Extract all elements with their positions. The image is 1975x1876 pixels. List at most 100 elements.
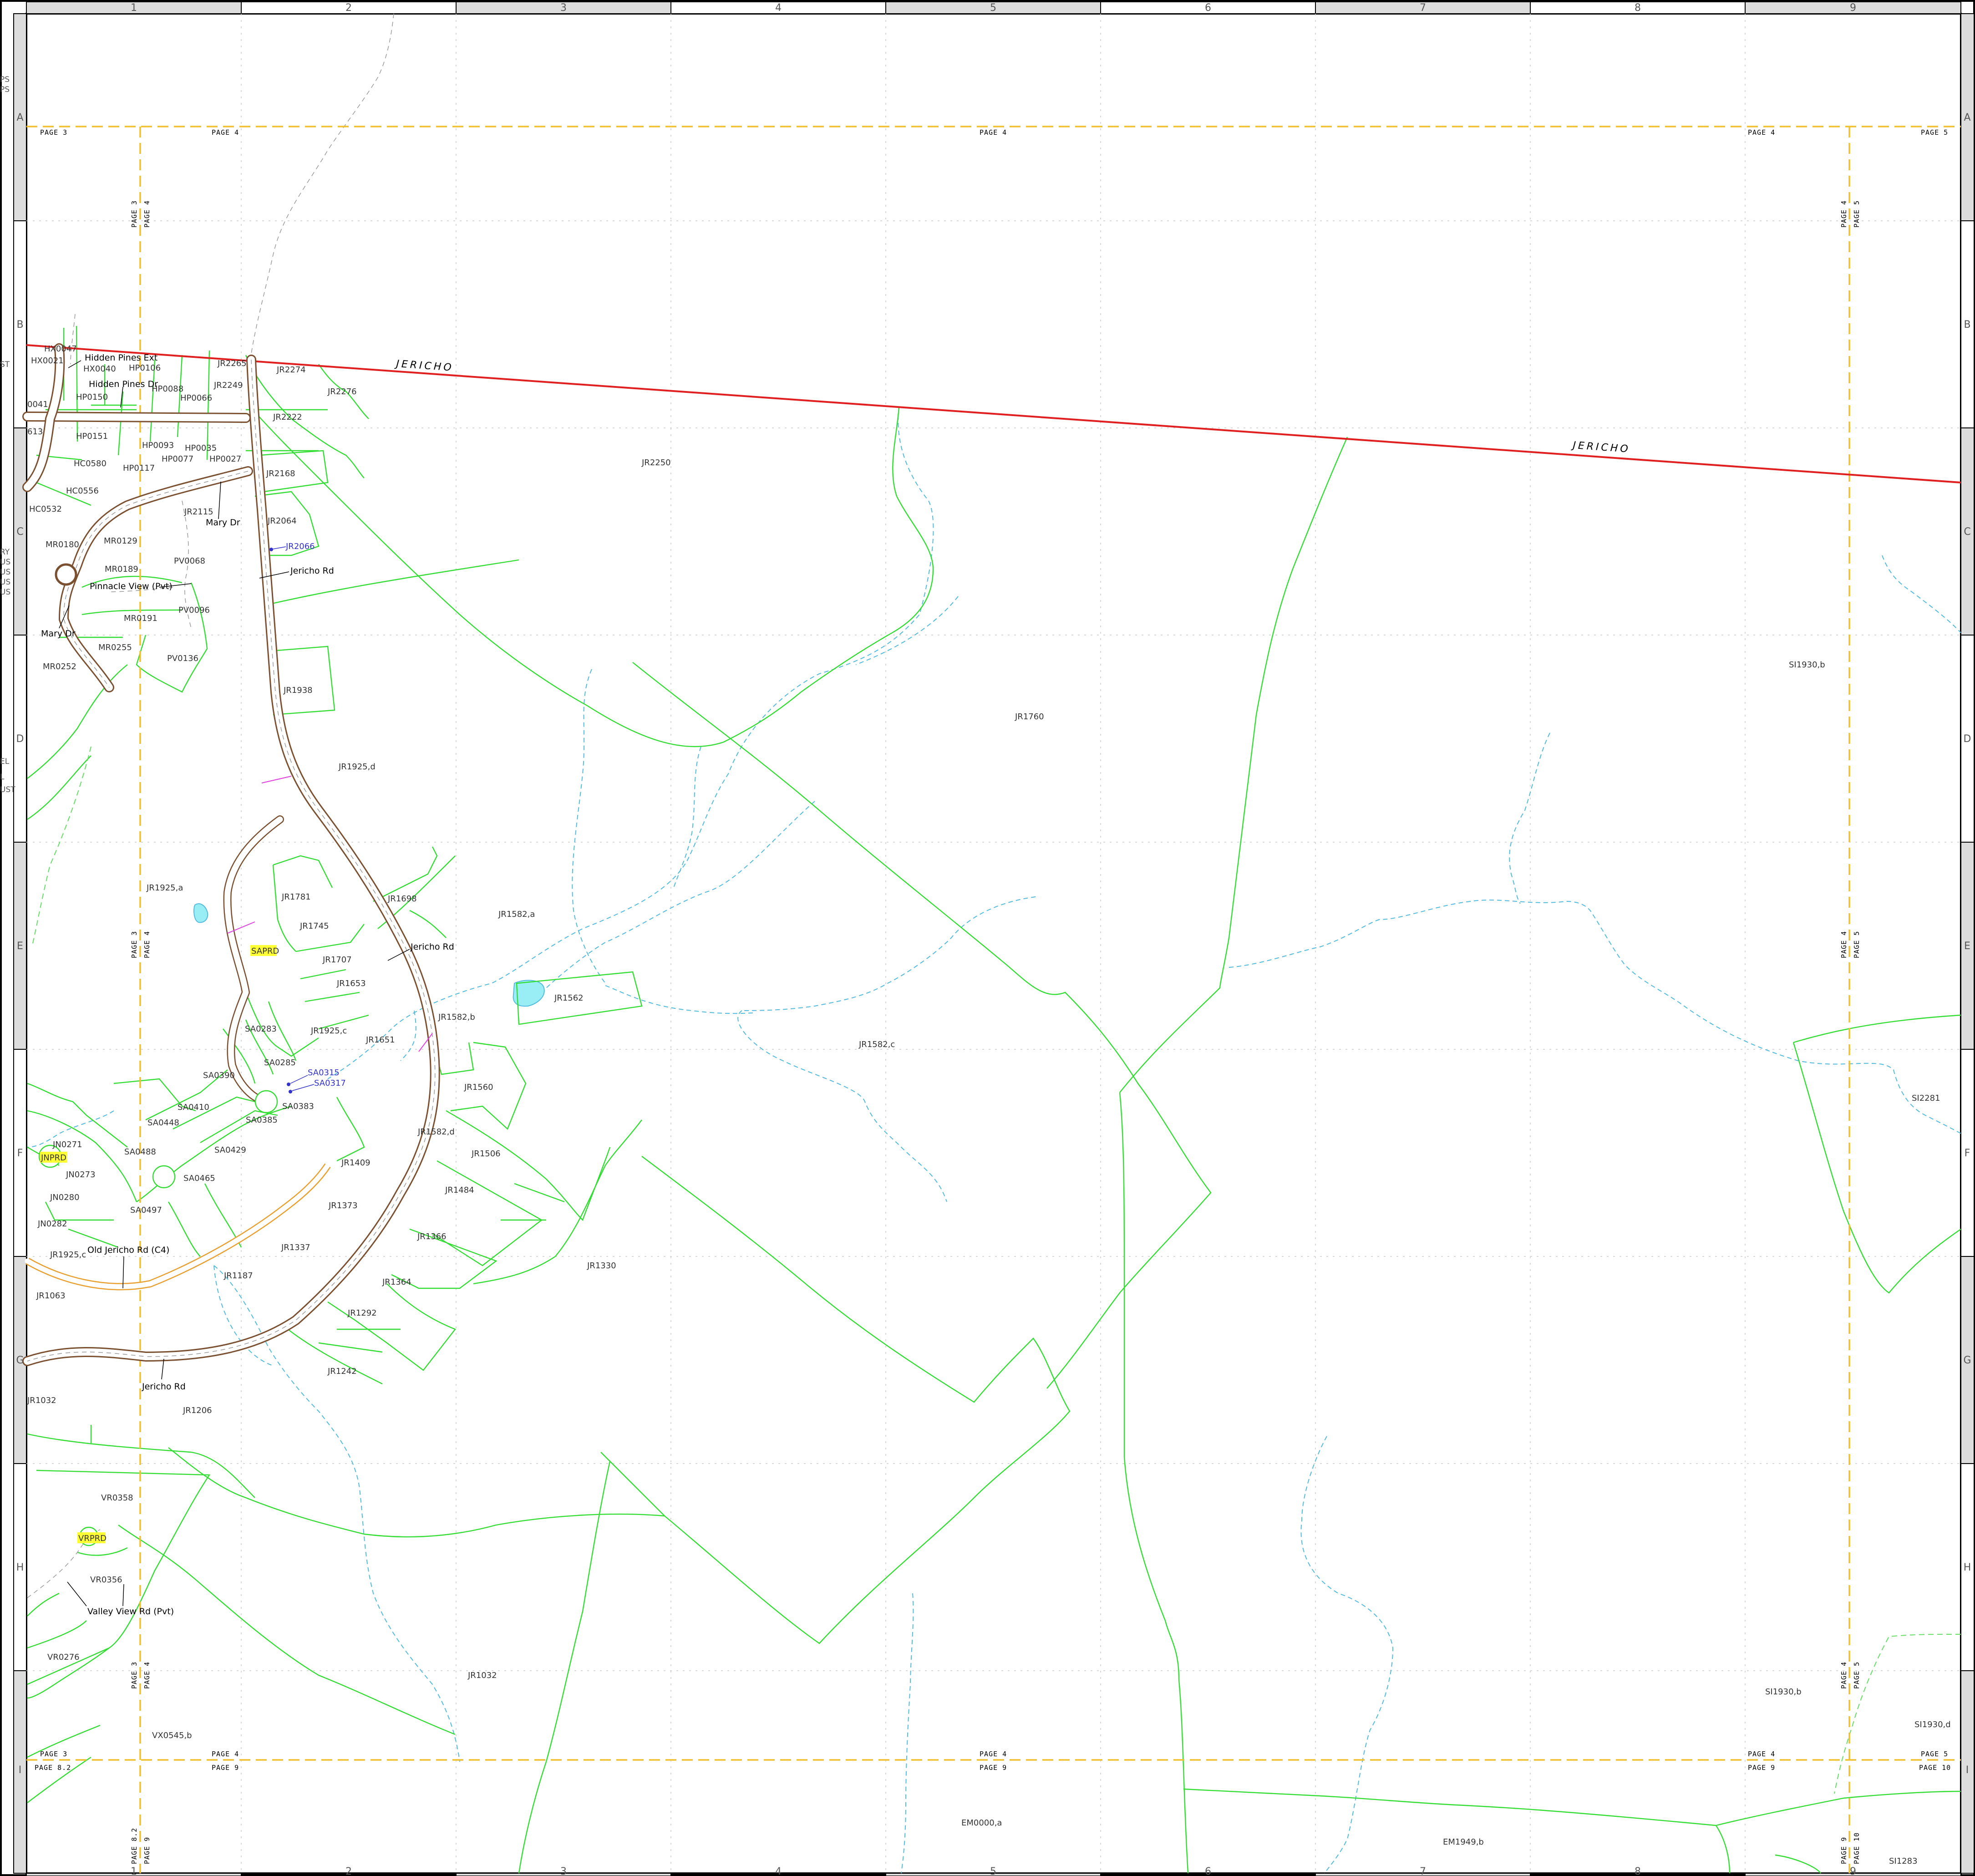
page-label: PAGE 4	[1840, 200, 1848, 228]
margin-fragment: L	[0, 773, 5, 782]
parcel-label: EM0000,a	[961, 1818, 1002, 1828]
parcel-label: JR1745	[300, 921, 329, 931]
town-label: JERICHO	[1571, 440, 1631, 455]
page-label: PAGE 5	[1853, 1662, 1861, 1689]
grid-row-label: G	[16, 1355, 24, 1366]
grid-row-labels-right: A B C D E F G H I	[1963, 112, 1971, 1776]
page-label: PAGE 8.2	[130, 1828, 138, 1864]
parcel-label: 613	[27, 427, 43, 437]
parcel-label: JR2249	[213, 381, 243, 390]
parcel-label: JR1063	[36, 1291, 66, 1301]
parcel-label: JR1187	[223, 1271, 253, 1281]
parcel-label: JR1242	[327, 1367, 357, 1376]
parcel-label: JR2222	[273, 412, 302, 422]
page-label: PAGE 4	[212, 1750, 239, 1758]
page-label: PAGE 9	[980, 1764, 1007, 1772]
parcel-label: JR1925,c	[310, 1026, 347, 1036]
parcel-label: JR1032	[27, 1396, 56, 1405]
road-label: Jericho Rd	[290, 566, 334, 576]
highlighted-label: VRPRD	[78, 1534, 107, 1543]
parcel-label: HP0066	[180, 393, 212, 403]
parcel-label: JR1206	[183, 1406, 212, 1415]
grid-col-label: 3	[560, 2, 567, 14]
road-label: Jericho Rd	[142, 1382, 186, 1392]
parcel-label: JN0271	[52, 1140, 82, 1149]
town-line	[26, 344, 1961, 483]
grid-col-label: 9	[1850, 2, 1856, 14]
road-label: Hidden Pines Ext	[85, 353, 157, 363]
point-marker	[269, 548, 273, 551]
parcel-label: JR1582,b	[438, 1012, 475, 1022]
cul-de-sac	[152, 1165, 176, 1189]
page-labels-vertical-left: PAGE 3 PAGE 4 PAGE 3 PAGE 4 PAGE 3 PAGE …	[130, 200, 151, 1864]
page-label: PAGE 5	[1853, 200, 1861, 228]
road-label: Old Jericho Rd (C4)	[87, 1245, 169, 1255]
parcel-label: MR0252	[43, 662, 76, 671]
parcel-label: HC0556	[66, 486, 99, 496]
parcel-label: SI1930,d	[1914, 1720, 1951, 1729]
grid-row-label: E	[1964, 941, 1970, 952]
grid-border-left	[13, 13, 27, 1874]
parcel-label: JR2276	[327, 387, 357, 397]
parcel-lines	[27, 325, 1961, 1874]
parcel-label: JR1582,d	[417, 1127, 455, 1137]
grid-row-label: F	[17, 1148, 23, 1159]
grid-row-label: E	[17, 941, 23, 952]
page-label: PAGE 4	[1840, 931, 1848, 958]
parcel-label: JR1925,a	[146, 883, 183, 893]
pond	[513, 980, 545, 1007]
parcel-label: HX0040	[83, 364, 116, 374]
point-marker	[287, 1083, 290, 1086]
parcel-label: HP0093	[142, 441, 174, 450]
parcel-label: JR2250	[641, 458, 671, 468]
grid-row-label: H	[16, 1562, 24, 1573]
grid-col-label: 1	[131, 2, 137, 14]
parcel-label: JR1938	[283, 686, 313, 695]
grid-col-label: 4	[775, 2, 782, 14]
parcel-label: SA0448	[147, 1118, 179, 1128]
parcel-label: PV0068	[174, 556, 205, 566]
parcel-label: SI1930,b	[1765, 1687, 1802, 1697]
road-label: Mary Dr	[41, 629, 76, 639]
grid-row-label: B	[1964, 319, 1970, 330]
streams	[27, 407, 1961, 1874]
page-labels-vertical-right: PAGE 4 PAGE 5 PAGE 4 PAGE 5 PAGE 4 PAGE …	[1840, 200, 1861, 1864]
page-label: PAGE 5	[1921, 128, 1948, 137]
page-label: PAGE 9	[1840, 1837, 1848, 1864]
page-label: PAGE 3	[130, 1662, 138, 1689]
parcel-label: EM1949,b	[1443, 1837, 1484, 1847]
grid-row-label: C	[1964, 526, 1970, 538]
parcel-label: JR2274	[276, 365, 306, 375]
page-label: PAGE 4	[980, 128, 1007, 137]
grid-col-label: 7	[1420, 1866, 1426, 1876]
grid-col-label: 7	[1420, 2, 1426, 14]
grid-col-label: 2	[345, 2, 352, 14]
page-label: PAGE 5	[1853, 931, 1861, 958]
road-label: Pinnacle View (Pvt)	[90, 581, 173, 591]
highlighted-labels: SAPRD JNPRD VRPRD	[40, 945, 279, 1543]
parcel-label: SA0497	[130, 1205, 162, 1215]
parcel-label: SA0410	[178, 1103, 209, 1112]
parcel-label: JN0282	[37, 1219, 67, 1229]
roads	[22, 343, 440, 1598]
page-label: PAGE 8.2	[35, 1764, 71, 1772]
parcel-label: SI1930,b	[1789, 660, 1825, 670]
grid-row-label: D	[1964, 733, 1971, 745]
page-label: PAGE 4	[1840, 1662, 1848, 1689]
parcel-label: VX0545,b	[152, 1731, 192, 1740]
page-index-lines	[26, 126, 1961, 1873]
parcel-label: MR0129	[104, 536, 137, 546]
grid-col-label: 5	[990, 1866, 996, 1876]
road-label: Mary Dr	[206, 518, 240, 528]
parcel-label: HP0150	[76, 392, 108, 402]
grid-col-label: 8	[1635, 2, 1641, 14]
grid-row-label: A	[16, 112, 23, 123]
margin-fragment: PS	[0, 85, 10, 94]
highlighted-label: SAPRD	[251, 946, 279, 956]
parcel-label: JN0273	[66, 1170, 96, 1179]
parcel-label: JR1925,d	[338, 762, 376, 772]
margin-fragment: UST	[0, 785, 15, 794]
page-label: PAGE 10	[1919, 1764, 1951, 1772]
